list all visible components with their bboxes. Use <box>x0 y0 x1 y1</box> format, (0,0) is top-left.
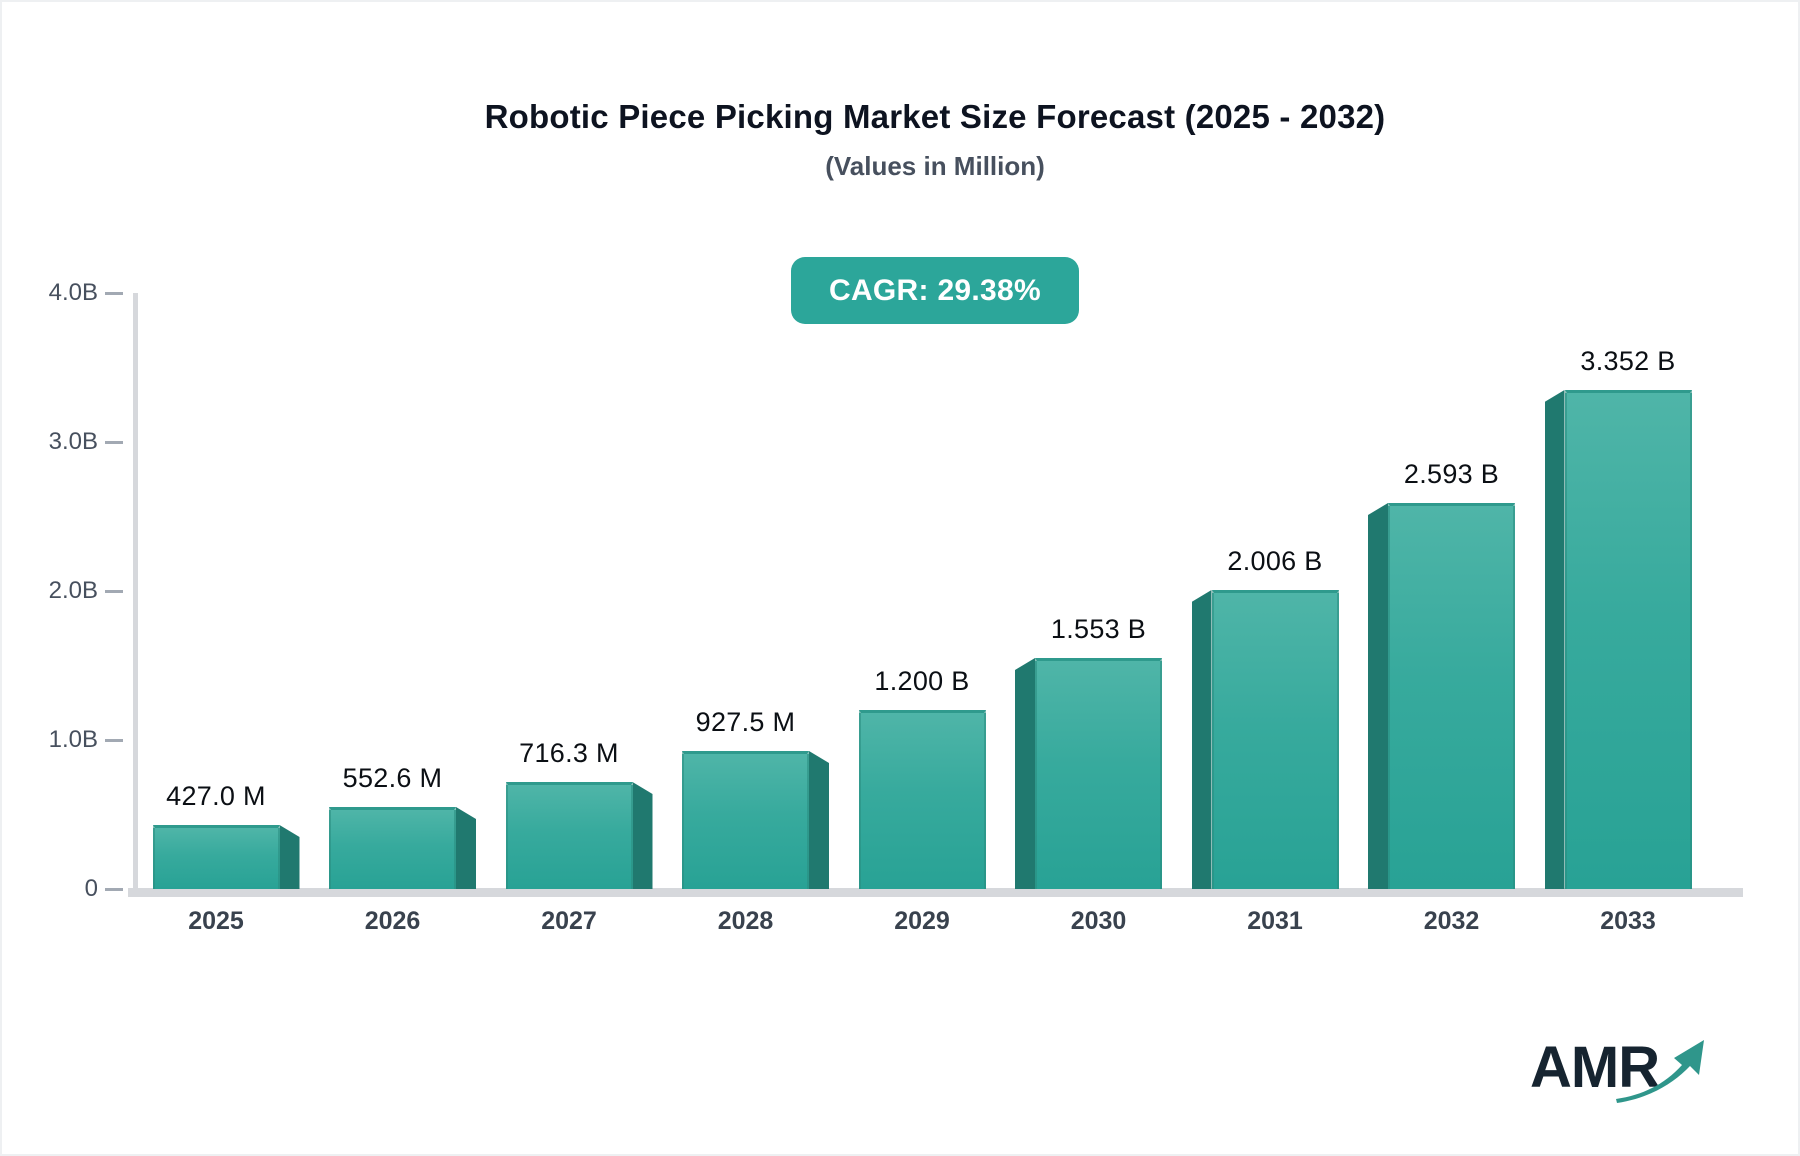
bar-side-face <box>456 807 476 889</box>
cagr-badge-row: CAGR: 29.38% <box>65 257 1798 324</box>
bar-2033 <box>1564 390 1692 889</box>
bar-2025 <box>152 825 280 889</box>
bar-value-label: 716.3 M <box>519 738 619 768</box>
x-axis-line <box>128 888 1743 897</box>
amr-logo: AMR <box>1530 1034 1730 1114</box>
chart-subtitle: (Values in Million) <box>825 151 1045 181</box>
x-tick-label-2029: 2029 <box>894 907 950 935</box>
bar-2031 <box>1211 590 1339 889</box>
bar-value-label: 2.006 B <box>1227 546 1323 576</box>
bar-value-label: 2.593 B <box>1403 459 1500 489</box>
y-tick-label: 1.0B <box>48 726 98 753</box>
amr-logo-text: AMR <box>1530 1035 1660 1100</box>
y-tick-label: 2.0B <box>48 577 98 604</box>
bar-2032 <box>1388 503 1515 889</box>
bar-side-face <box>809 751 829 889</box>
bar-value-label: 1.200 B <box>874 666 970 696</box>
bar-value-label: 427.0 M <box>166 781 266 811</box>
bar-side-face <box>1368 503 1388 889</box>
x-tick-label-2028: 2028 <box>717 907 774 935</box>
x-tick-label-2033: 2033 <box>1600 907 1656 935</box>
x-tick-label-2026: 2026 <box>364 907 421 935</box>
bar-value-label: 3.352 B <box>1580 346 1676 376</box>
bar-side-face <box>1544 390 1565 889</box>
bar-2028 <box>682 751 809 889</box>
y-tick-dash <box>105 291 123 295</box>
y-tick-dash <box>105 440 123 444</box>
y-tick-label: 4.0B <box>48 279 98 306</box>
bar-value-label: 927.5 M <box>695 707 796 737</box>
y-tick-dash <box>105 589 123 593</box>
x-tick-label-2030: 2030 <box>1070 907 1127 935</box>
bar-side-face <box>632 782 653 889</box>
bar-2026 <box>329 807 456 889</box>
x-tick-label-2032: 2032 <box>1423 907 1480 935</box>
bar-2030 <box>1035 658 1162 889</box>
cagr-badge: CAGR: 29.38% <box>790 257 1079 324</box>
bar-side-face <box>279 825 300 889</box>
x-tick-label-2025: 2025 <box>188 907 244 935</box>
y-tick-label: 3.0B <box>48 428 98 455</box>
bar-side-face <box>1015 658 1035 889</box>
y-tick-dash <box>105 887 123 891</box>
bar-2027 <box>505 782 633 889</box>
bar-value-label: 552.6 M <box>342 763 443 793</box>
y-axis-line <box>133 293 138 889</box>
x-tick-label-2027: 2027 <box>541 907 597 935</box>
chart-title: Robotic Piece Picking Market Size Foreca… <box>484 98 1386 135</box>
y-tick-label: 0 <box>84 875 98 902</box>
y-tick-dash <box>105 738 123 742</box>
bar-side-face <box>1191 590 1212 889</box>
x-tick-label-2031: 2031 <box>1247 907 1303 935</box>
amr-trend-arrow-icon <box>1616 1040 1704 1103</box>
bar-2029 <box>858 710 986 889</box>
bar-value-label: 1.553 B <box>1050 614 1147 644</box>
